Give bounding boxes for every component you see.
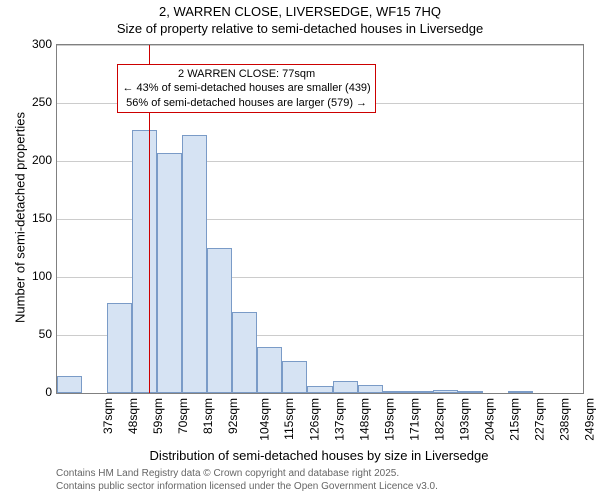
bar — [107, 303, 132, 393]
annotation-line3: 56% of semi-detached houses are larger (… — [126, 97, 367, 109]
x-tick-label: 70sqm — [176, 398, 190, 434]
x-tick-label: 115sqm — [282, 398, 296, 440]
x-tick-label: 92sqm — [226, 398, 240, 434]
x-tick-label: 182sqm — [433, 398, 447, 441]
x-tick-label: 81sqm — [201, 398, 215, 434]
y-tick-label: 100 — [22, 270, 52, 282]
bar — [132, 130, 157, 393]
x-tick-label: 193sqm — [458, 398, 472, 441]
bar — [307, 386, 332, 393]
footer-text: Contains HM Land Registry data © Crown c… — [56, 467, 438, 493]
y-tick-label: 300 — [22, 38, 52, 50]
bar — [232, 312, 257, 393]
bar — [508, 391, 533, 393]
grid-line — [57, 45, 583, 46]
footer-line1: Contains HM Land Registry data © Crown c… — [56, 468, 399, 479]
bar — [458, 391, 483, 393]
x-tick-label: 148sqm — [358, 398, 372, 441]
y-tick-label: 200 — [22, 154, 52, 166]
x-tick-label: 227sqm — [533, 398, 547, 441]
annotation-line2: ← 43% of semi-detached houses are smalle… — [122, 82, 370, 94]
bar — [57, 376, 82, 393]
bar — [182, 135, 207, 393]
x-axis-label: Distribution of semi-detached houses by … — [56, 448, 582, 463]
annotation-box: 2 WARREN CLOSE: 77sqm ← 43% of semi-detac… — [117, 64, 375, 113]
bar — [157, 153, 182, 393]
x-tick-label: 59sqm — [151, 398, 165, 434]
x-tick-label: 48sqm — [126, 398, 140, 434]
title-line2: Size of property relative to semi-detach… — [117, 21, 483, 36]
x-tick-label: 137sqm — [333, 398, 347, 441]
y-tick-label: 150 — [22, 212, 52, 224]
bar — [408, 391, 433, 393]
bar — [282, 361, 307, 393]
annotation-line1: 2 WARREN CLOSE: 77sqm — [178, 68, 315, 80]
y-tick-label: 250 — [22, 96, 52, 108]
x-tick-label: 204sqm — [483, 398, 497, 441]
bar — [207, 248, 232, 393]
bar — [333, 381, 358, 393]
x-tick-label: 215sqm — [508, 398, 522, 441]
x-tick-label: 159sqm — [383, 398, 397, 441]
x-tick-label: 126sqm — [308, 398, 322, 441]
bar — [433, 390, 458, 393]
footer-line2: Contains public sector information licen… — [56, 481, 438, 492]
x-tick-label: 171sqm — [408, 398, 422, 441]
chart-container: 2, WARREN CLOSE, LIVERSEDGE, WF15 7HQ Si… — [0, 0, 600, 500]
bar — [383, 391, 408, 393]
chart-title: 2, WARREN CLOSE, LIVERSEDGE, WF15 7HQ Si… — [0, 0, 600, 38]
bar — [358, 385, 383, 393]
x-tick-label: 238sqm — [558, 398, 572, 441]
x-tick-label: 249sqm — [583, 398, 597, 441]
y-tick-label: 50 — [22, 328, 52, 340]
plot-area: 2 WARREN CLOSE: 77sqm ← 43% of semi-detac… — [56, 44, 584, 394]
x-tick-label: 37sqm — [101, 398, 115, 434]
y-tick-label: 0 — [22, 386, 52, 398]
title-line1: 2, WARREN CLOSE, LIVERSEDGE, WF15 7HQ — [159, 4, 441, 19]
bar — [257, 347, 282, 393]
x-tick-label: 104sqm — [258, 398, 272, 441]
